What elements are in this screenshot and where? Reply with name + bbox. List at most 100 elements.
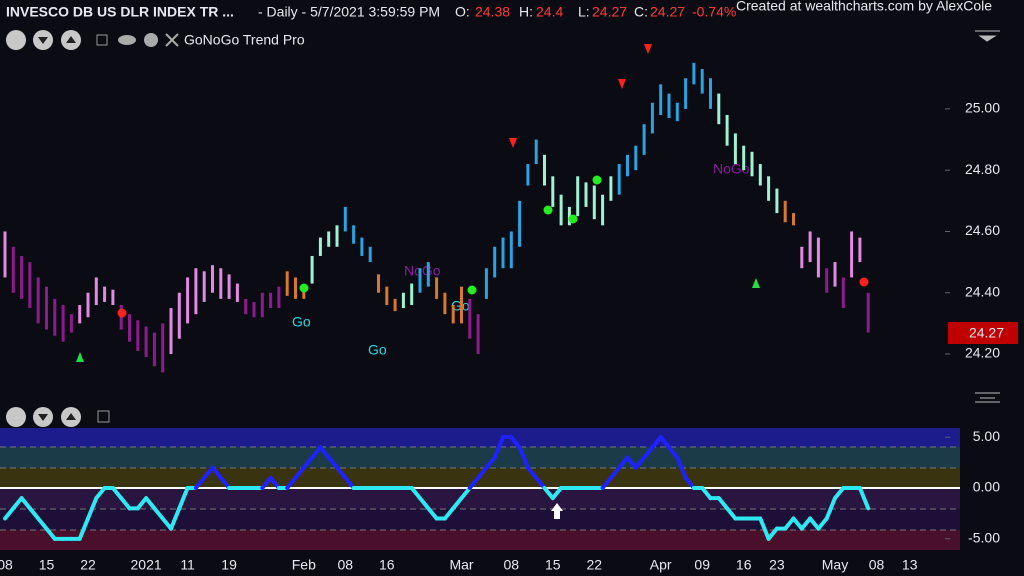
go-label: Go — [292, 314, 311, 330]
expand-button[interactable] — [6, 30, 26, 50]
oscillator-arrow — [551, 503, 563, 519]
oscillator-segment — [451, 496, 464, 511]
oscillator-segment — [285, 475, 298, 490]
add-icon[interactable] — [97, 410, 110, 423]
oscillator-segment — [608, 465, 622, 480]
x-tick-label: 08 — [504, 557, 520, 573]
x-tick-label: 15 — [39, 557, 55, 573]
oscillator-segment — [833, 485, 846, 501]
y-tick-label: -5.00 — [968, 530, 1000, 546]
oscillator-segment — [509, 435, 522, 450]
x-tick-label: Mar — [449, 557, 473, 573]
oscillator-segment — [36, 516, 49, 531]
band — [0, 530, 960, 550]
oscillator-segment — [758, 516, 771, 541]
oscillator-segment — [218, 475, 232, 490]
oscillator-segment — [675, 455, 688, 480]
oscillator-segment — [268, 475, 281, 490]
x-tick-label: 23 — [769, 557, 785, 573]
oscillator-segment — [658, 435, 671, 450]
signal-dot — [543, 205, 553, 215]
x-tick-label: 16 — [736, 557, 752, 573]
oscillator-segment — [783, 516, 796, 531]
oscillator-segment — [3, 506, 16, 521]
oscillator-segment — [301, 455, 315, 470]
axis-icons — [975, 30, 1000, 403]
x-tick-label: 22 — [587, 557, 603, 573]
expand-button[interactable] — [6, 407, 26, 427]
x-tick-label: 22 — [80, 557, 96, 573]
oscillator-segment — [824, 496, 837, 521]
nogo-trigger — [509, 138, 517, 148]
oscillator-segment — [517, 445, 530, 470]
oscillator-segment — [169, 506, 182, 531]
oscillator-segment — [799, 516, 813, 531]
oscillator-segment — [27, 506, 41, 521]
oscillator-segment — [625, 455, 638, 470]
oscillator-segment — [135, 496, 149, 511]
oscillator-segment — [77, 516, 90, 541]
oscillator-bands — [0, 428, 960, 550]
x-tick-label: 08 — [0, 557, 13, 573]
oscillator-segment — [525, 465, 539, 480]
quote-label: H: — [519, 4, 533, 20]
oscillator-segment — [492, 435, 505, 460]
oscillator-segment — [44, 526, 57, 541]
oscillator-segment — [293, 465, 306, 480]
oscillator-segment — [725, 506, 738, 521]
oscillator-segment — [326, 455, 339, 470]
x-tick-label: 19 — [221, 557, 237, 573]
y-tick-label: 24.80 — [965, 161, 1000, 177]
oscillator-segment — [857, 485, 871, 511]
oscillator-toolbar[interactable] — [6, 407, 110, 427]
x-tick-label: 08 — [338, 557, 354, 573]
close-icon[interactable] — [165, 33, 179, 47]
oscillator-segment — [700, 485, 713, 501]
quote-value: 24.27 — [592, 4, 627, 20]
y-tick-label: 24.40 — [965, 283, 1000, 299]
axis-icon — [975, 30, 1000, 42]
oscillator-segment — [426, 506, 439, 521]
quote-value: 24.38 — [475, 4, 510, 20]
oscillator-segment — [335, 465, 348, 480]
oscillator-segment — [11, 496, 24, 511]
oscillator-segment — [816, 516, 829, 531]
oscillator-segment — [193, 475, 207, 490]
oscillator-segment — [442, 506, 456, 521]
oscillator-segment — [683, 475, 696, 490]
oscillator-segment — [633, 455, 647, 470]
oscillator-segment — [642, 445, 655, 460]
oscillator-segment — [94, 485, 107, 501]
x-tick-label: 09 — [694, 557, 710, 573]
signal-dot — [568, 214, 578, 224]
go-trigger — [752, 278, 760, 288]
oscillator-segment — [110, 485, 124, 501]
oscillator-segment — [600, 475, 613, 490]
oscillator-segment — [210, 465, 223, 480]
oscillator-segment — [667, 445, 680, 460]
y-tick-label: 24.60 — [965, 222, 1000, 238]
band — [0, 447, 960, 468]
x-tick-label: 13 — [902, 557, 918, 573]
signal-dot — [859, 277, 869, 287]
settings-icon[interactable] — [144, 33, 158, 47]
x-tick-label: 15 — [545, 557, 561, 573]
oscillator-segment — [318, 445, 331, 460]
arrows — [38, 36, 76, 44]
collapse-icon[interactable] — [96, 34, 108, 46]
quote-label: O: — [455, 4, 470, 20]
price-toolbar[interactable] — [6, 30, 179, 50]
signal-dot — [592, 175, 602, 185]
axis-icon — [975, 392, 1000, 403]
oscillator-segment — [409, 485, 422, 501]
oscillator-segment — [617, 455, 630, 470]
eye-icon[interactable] — [118, 35, 136, 45]
signal-dot — [299, 283, 309, 293]
y-tick-label: 0.00 — [973, 479, 1000, 495]
x-tick-label: Apr — [650, 557, 672, 573]
oscillator-segment — [177, 485, 190, 511]
oscillator-segment — [542, 485, 555, 501]
oscillator-segment — [808, 516, 821, 531]
oscillator-segment — [86, 496, 99, 521]
oscillator-segment — [467, 475, 481, 490]
